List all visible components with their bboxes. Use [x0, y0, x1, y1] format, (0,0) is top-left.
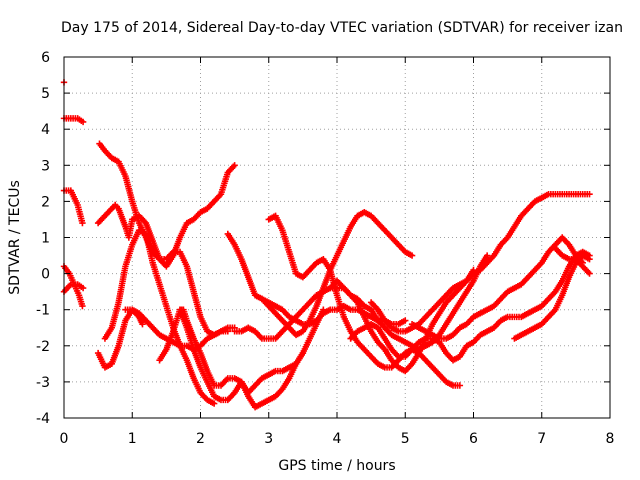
- y-tick-label: 1: [41, 231, 50, 247]
- series-track-11: [176, 306, 307, 411]
- x-tick-label: 6: [469, 431, 478, 447]
- series-markers: [552, 245, 593, 277]
- chart-title: Day 175 of 2014, Sidereal Day-to-day VTE…: [61, 20, 623, 36]
- series-track-21: [552, 245, 593, 277]
- x-tick-label: 7: [537, 431, 546, 447]
- y-tick-label: 4: [41, 122, 50, 138]
- y-tick-label: 5: [41, 86, 50, 102]
- series-track-18: [367, 190, 593, 335]
- series-markers: [122, 306, 146, 328]
- series-track-15: [326, 252, 491, 353]
- x-tick-label: 1: [128, 431, 137, 447]
- series-track-17: [347, 248, 593, 364]
- series-layer: [60, 79, 593, 411]
- series-markers: [347, 248, 593, 364]
- x-tick-label: 3: [264, 431, 273, 447]
- series-track-08: [101, 227, 218, 407]
- x-tick-label: 8: [606, 431, 615, 447]
- series-track-09: [122, 306, 146, 328]
- y-tick-label: 2: [41, 194, 50, 210]
- y-axis-title: SDTVAR / TECUs: [7, 180, 23, 295]
- x-tick-label: 5: [401, 431, 410, 447]
- x-tick-label: 2: [196, 431, 205, 447]
- series-track-13: [265, 212, 464, 389]
- y-tick-label: -1: [36, 303, 50, 319]
- series-markers: [367, 190, 593, 335]
- x-tick-label: 4: [333, 431, 342, 447]
- x-axis-title: GPS time / hours: [278, 458, 395, 474]
- y-tick-label: -3: [36, 375, 50, 391]
- y-tick-label: -4: [36, 411, 50, 427]
- series-markers: [101, 227, 218, 407]
- series-markers: [94, 162, 238, 270]
- y-tick-label: 6: [41, 50, 50, 66]
- series-track-07: [94, 162, 238, 270]
- series-track-19: [408, 234, 586, 342]
- series-markers: [408, 234, 586, 342]
- y-tick-label: 0: [41, 267, 50, 283]
- tick-layer: 0 1 2 3 4 5 6 7 8 -4 -3 -2 -1 0 1 2 3 4 5 6: [36, 50, 614, 447]
- series-markers: [176, 306, 307, 411]
- y-tick-label: -2: [36, 339, 50, 355]
- y-tick-label: 3: [41, 158, 50, 174]
- series-markers: [326, 252, 491, 353]
- series-markers: [511, 252, 593, 342]
- series-track-02: [60, 187, 86, 227]
- x-tick-label: 0: [60, 431, 69, 447]
